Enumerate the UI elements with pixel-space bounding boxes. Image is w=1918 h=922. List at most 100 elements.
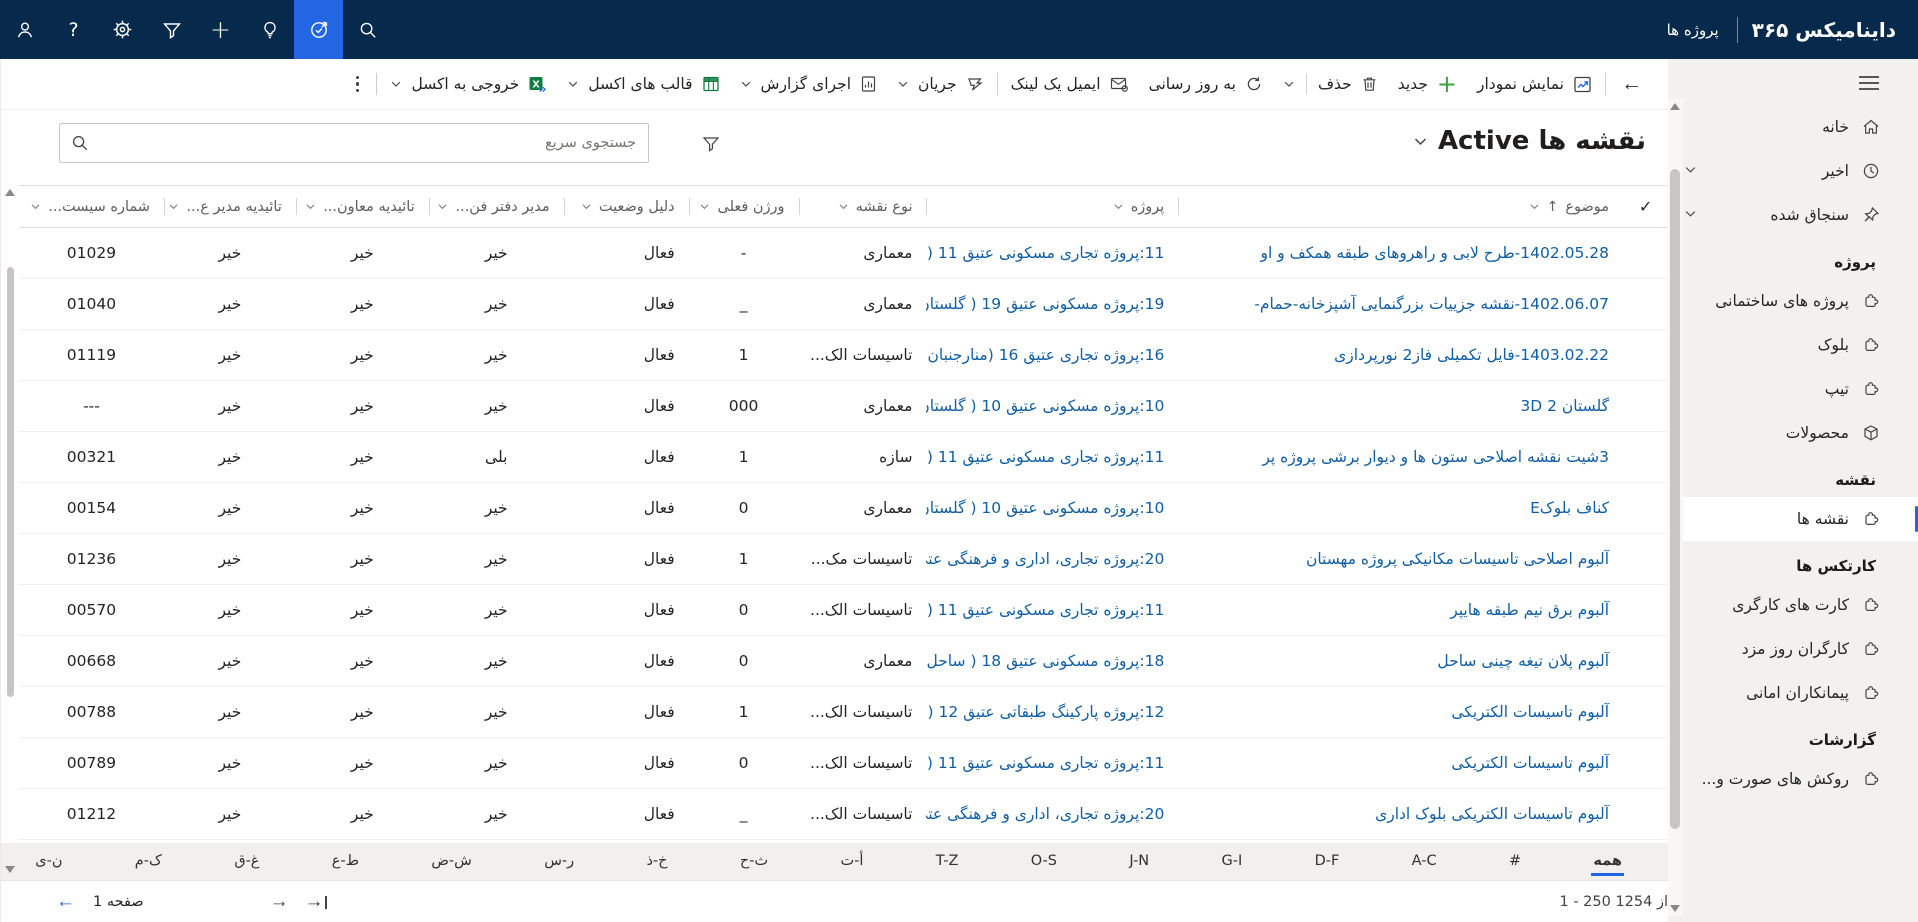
cell-project[interactable]: 11:پروژه تجاری مسکونی عتیق 11 (پ: [926, 601, 1165, 619]
row-select-cell[interactable]: [1623, 585, 1668, 635]
row-select-cell[interactable]: [1623, 279, 1668, 329]
settings-gear-icon[interactable]: [98, 0, 147, 59]
table-row[interactable]: 3D گلستان 2 10:پروژه مسکونی عتیق 10 ( گلس…: [19, 381, 1668, 432]
table-row[interactable]: آلبوم تاسیسات الکتریکی 12:پروژه پارکینگ ط…: [19, 687, 1668, 738]
cell-project[interactable]: 18:پروژه مسکونی عتیق 18 ( ساحل: [926, 652, 1165, 670]
jump-letter[interactable]: ط-ع: [331, 852, 360, 869]
row-select-cell[interactable]: [1623, 789, 1668, 839]
more-commands-icon[interactable]: [342, 75, 374, 93]
table-row[interactable]: آلبوم برق نیم طبقه هایپر 11:پروژه تجاری م…: [19, 585, 1668, 636]
cell-subject[interactable]: 1402.06.07-نقشه جزییات بزرگنمایی آشپزخان…: [1254, 295, 1610, 313]
chevron-down-icon[interactable]: [1684, 162, 1697, 180]
cell-project[interactable]: 10:پروژه مسکونی عتیق 10 ( گلستان: [926, 397, 1165, 415]
jump-letter[interactable]: A-C: [1411, 852, 1437, 869]
task-check-icon[interactable]: [294, 0, 343, 59]
scroll-up-icon[interactable]: [1670, 103, 1680, 110]
area-switcher[interactable]: پروژه ها: [1666, 20, 1719, 39]
column-header-deputy_approval[interactable]: تائیدیه معاون...: [295, 186, 429, 227]
sidebar-item-invoice-covers[interactable]: روکش های صورت و...: [1668, 757, 1918, 801]
sidebar-item-block[interactable]: بلوک: [1668, 323, 1918, 367]
cell-project[interactable]: 10:پروژه مسکونی عتیق 10 ( گلستان: [926, 499, 1165, 517]
jump-letter[interactable]: ش-ض: [431, 852, 472, 869]
cell-subject[interactable]: 3D گلستان 2: [1520, 397, 1610, 415]
select-all-checkbox[interactable]: ✓: [1638, 197, 1653, 216]
add-icon[interactable]: +: [210, 15, 231, 44]
filter-funnel-icon[interactable]: [701, 134, 721, 157]
jump-letter[interactable]: ن-ی: [35, 852, 63, 869]
flow-button[interactable]: جریان: [887, 65, 994, 103]
row-select-cell[interactable]: [1623, 228, 1668, 278]
next-page-icon[interactable]: ←: [56, 891, 75, 912]
export-excel-button[interactable]: X خروجی به اکسل: [380, 65, 557, 103]
jump-letter[interactable]: #: [1508, 852, 1522, 869]
column-header-manager_approval[interactable]: تائیدیه مدیر ع...: [163, 186, 296, 227]
cell-project[interactable]: 12:پروژه پارکینگ طبقاتی عتیق 12 (: [927, 703, 1165, 721]
table-row[interactable]: آلبوم تاسیسات الکتریکی بلوک اداری 20:پروژ…: [19, 789, 1668, 840]
row-select-cell[interactable]: [1623, 432, 1668, 482]
cell-project[interactable]: 19:پروژه مسکونی عتیق 19 ( گلستان: [926, 295, 1165, 313]
sidebar-item-worker-cards[interactable]: کارت های کارگری: [1668, 583, 1918, 627]
cell-subject[interactable]: Eکناف بلوک: [1530, 499, 1610, 517]
jump-letter[interactable]: O-S: [1030, 852, 1057, 869]
jump-letter[interactable]: غ-ق: [234, 852, 260, 869]
column-header-status_reason[interactable]: دلیل وضعیت: [563, 186, 689, 227]
cell-project[interactable]: 20:پروژه تجاری، اداری و فرهنگی عتی: [926, 805, 1165, 823]
cell-subject[interactable]: آلبوم اصلاحی تاسیسات مکانیکی پروژه مهستا…: [1305, 550, 1610, 568]
table-row[interactable]: 3شیت نقشه اصلاحی ستون ها و دیوار برشی پر…: [19, 432, 1668, 483]
filter-icon[interactable]: [147, 0, 196, 59]
column-header-version[interactable]: ورژن فعلی: [688, 186, 799, 227]
sidebar-item-pinned[interactable]: سنجاق شده: [1668, 193, 1918, 237]
row-select-cell[interactable]: [1623, 330, 1668, 380]
cell-project[interactable]: 16:پروژه تجاری عتیق 16 (منارجنبان): [926, 346, 1165, 364]
search-icon[interactable]: [343, 0, 392, 59]
jump-letter[interactable]: ک-م: [134, 852, 162, 869]
column-header-project[interactable]: پروژه: [926, 186, 1178, 227]
table-row[interactable]: آلبوم اصلاحی تاسیسات مکانیکی پروژه مهستا…: [19, 534, 1668, 585]
sidebar-item-products[interactable]: محصولات: [1668, 411, 1918, 455]
cell-project[interactable]: 11:پروژه تجاری مسکونی عتیق 11 (پ: [926, 244, 1165, 262]
row-select-cell[interactable]: [1623, 534, 1668, 584]
hamburger-menu-icon[interactable]: [1858, 75, 1880, 95]
cell-project[interactable]: 20:پروژه تجاری، اداری و فرهنگی عتی: [926, 550, 1165, 568]
table-row[interactable]: 1402.05.28-طرح لابی و راهروهای طبقه همکف…: [19, 228, 1668, 279]
sidebar-item-maps[interactable]: نقشه ها: [1668, 497, 1918, 541]
jump-letter[interactable]: ث-ح: [739, 852, 769, 869]
view-selector[interactable]: Active نقشه ها: [1413, 126, 1646, 156]
help-icon[interactable]: ?: [68, 18, 79, 41]
back-button[interactable]: ←: [1609, 72, 1654, 96]
jump-letter[interactable]: ر-س: [544, 852, 575, 869]
cell-subject[interactable]: آلبوم پلان تیغه چینی ساحل: [1437, 652, 1610, 670]
table-row[interactable]: آلبوم تاسیسات الکتریکی 11:پروژه تجاری مسک…: [19, 738, 1668, 789]
cell-subject[interactable]: آلبوم برق نیم طبقه هایپر: [1450, 601, 1610, 619]
table-row[interactable]: Eکناف بلوک 10:پروژه مسکونی عتیق 10 ( گلست…: [19, 483, 1668, 534]
cell-subject[interactable]: 1403.02.22-فایل تکمیلی فاز2 نورپردازی: [1334, 346, 1610, 364]
column-header-map_type[interactable]: نوع نقشه: [798, 186, 927, 227]
excel-templates-button[interactable]: قالب های اکسل: [557, 65, 729, 103]
jump-letter[interactable]: T-Z: [935, 852, 959, 869]
sidebar-item-home[interactable]: خانه: [1668, 105, 1918, 149]
jump-letter[interactable]: همه: [1589, 851, 1626, 876]
table-row[interactable]: 1402.06.07-نقشه جزییات بزرگنمایی آشپزخان…: [19, 279, 1668, 330]
sidebar-scrollbar[interactable]: [1668, 99, 1683, 916]
email-link-button[interactable]: ایمیل یک لینک: [1001, 65, 1139, 103]
chevron-down-icon[interactable]: [1684, 206, 1697, 224]
run-report-button[interactable]: اجرای گزارش: [730, 65, 887, 103]
scroll-down-icon[interactable]: [5, 866, 15, 873]
column-header-system_number[interactable]: شماره سیست...: [19, 186, 164, 227]
row-select-cell[interactable]: [1623, 636, 1668, 686]
row-select-cell[interactable]: [1623, 483, 1668, 533]
jump-letter[interactable]: خ-ذ: [646, 852, 668, 869]
sidebar-item-trust-contractors[interactable]: پیمانکاران امانی: [1668, 671, 1918, 715]
scroll-up-icon[interactable]: [5, 189, 15, 196]
scroll-down-icon[interactable]: [1670, 905, 1680, 912]
table-row[interactable]: 1403.02.22-فایل تکمیلی فاز2 نورپردازی 16:…: [19, 330, 1668, 381]
row-select-cell[interactable]: [1623, 738, 1668, 788]
first-page-icon[interactable]: →: [305, 892, 327, 911]
jump-letter[interactable]: G-I: [1221, 852, 1243, 869]
cell-subject[interactable]: آلبوم تاسیسات الکتریکی: [1451, 703, 1610, 721]
cell-subject[interactable]: 1402.05.28-طرح لابی و راهروهای طبقه همکف…: [1260, 244, 1610, 262]
column-header-subject[interactable]: موضوع ↑: [1178, 186, 1623, 227]
scrollbar-thumb[interactable]: [1670, 169, 1680, 829]
refresh-button[interactable]: به روز رسانی: [1139, 65, 1273, 103]
sidebar-item-recent[interactable]: اخیر: [1668, 149, 1918, 193]
